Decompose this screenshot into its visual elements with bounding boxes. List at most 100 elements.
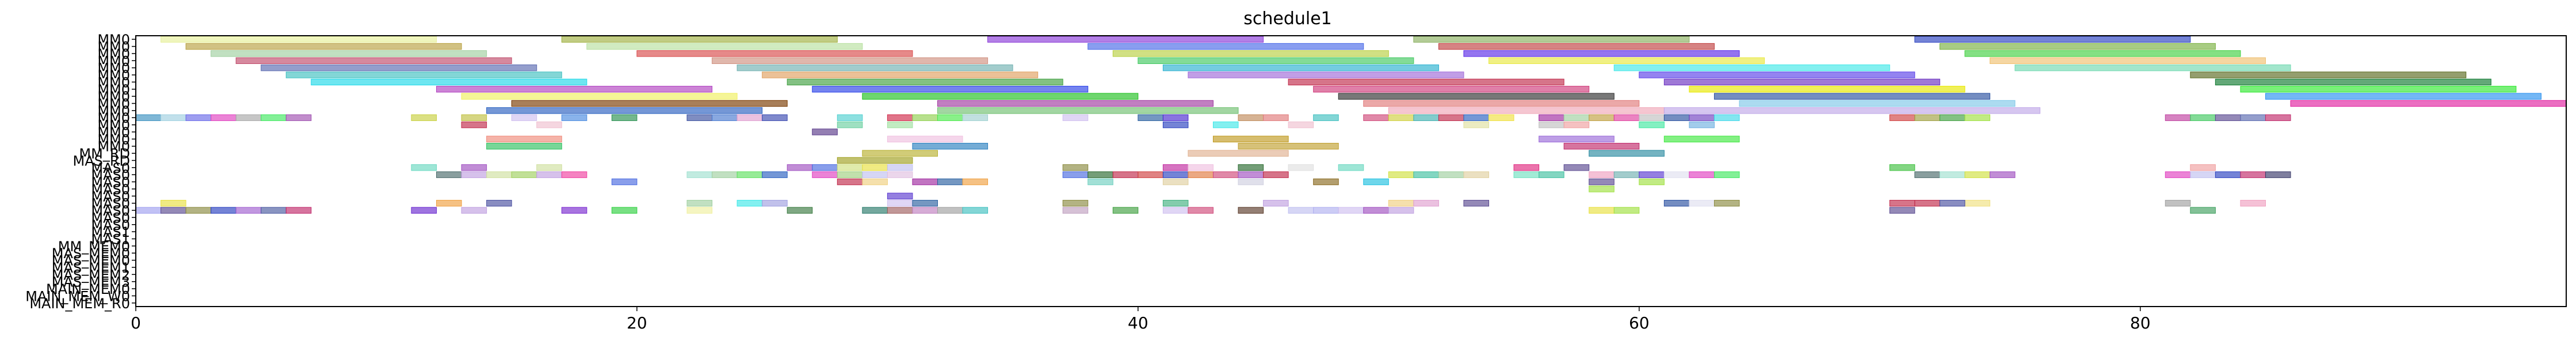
task-bar <box>762 171 788 178</box>
task-bar <box>1489 114 1514 121</box>
task-bar <box>887 164 913 171</box>
task-bar <box>1563 143 1640 150</box>
task-bar <box>1914 199 1940 207</box>
task-bar <box>2215 78 2491 86</box>
task-bar <box>1138 114 1163 121</box>
task-bar <box>1288 78 1564 86</box>
task-bar <box>1689 86 1966 93</box>
task-bar <box>1438 171 1464 178</box>
task-bar <box>1162 164 1189 171</box>
task-bar <box>1589 178 1615 186</box>
task-bar <box>1889 199 1915 207</box>
task-bar <box>686 114 713 121</box>
task-bar <box>686 199 713 207</box>
task-bar <box>461 121 487 128</box>
y-tick-label: MAS_MEM2 <box>52 267 130 283</box>
y-tick-label: MAS1 <box>91 232 130 248</box>
task-bar <box>686 171 713 178</box>
task-bar <box>937 100 1213 107</box>
task-bar <box>561 36 838 43</box>
task-bar <box>1639 114 1665 121</box>
task-bar <box>812 171 838 178</box>
task-bar <box>461 93 738 100</box>
task-bar <box>837 121 863 128</box>
task-bar <box>1513 171 1540 178</box>
y-tick-label: MAIN_MEM0 <box>46 281 130 297</box>
task-bar <box>787 207 813 214</box>
x-axis: 0 20 40 60 80 <box>131 307 2151 332</box>
task-bar <box>837 157 913 164</box>
plot-frame <box>135 35 2567 307</box>
task-bar <box>1964 171 1990 178</box>
task-bar <box>1313 114 1339 121</box>
task-bar <box>211 114 236 121</box>
y-tick-label: MM_MEM0 <box>58 239 130 255</box>
task-bar <box>1463 121 1490 128</box>
task-bar <box>1263 114 1289 121</box>
task-bar <box>1463 199 1490 207</box>
x-tick-label: 40 <box>1128 313 1148 332</box>
task-bar <box>135 114 162 121</box>
task-bar <box>1062 207 1089 214</box>
task-bar <box>1989 57 2266 64</box>
task-bar <box>161 199 186 207</box>
task-bar <box>1062 164 1089 171</box>
task-bar <box>1138 171 1163 178</box>
y-tick-label: MAS0 <box>91 188 130 205</box>
task-bar <box>1238 178 1264 186</box>
task-bar <box>185 207 212 214</box>
task-bar <box>1112 171 1139 178</box>
task-bar <box>1288 207 1314 214</box>
task-bar <box>862 93 1139 100</box>
y-tick-label: MAIN_MEM_W0 <box>25 288 130 304</box>
task-bar <box>1939 114 1966 121</box>
task-bar <box>887 135 963 143</box>
task-bar <box>1212 135 1289 143</box>
task-bar <box>2290 100 2567 107</box>
task-bar <box>261 114 287 121</box>
task-bar <box>436 171 462 178</box>
x-tick-label: 60 <box>1629 313 1650 332</box>
y-tick-label: MAS_MEM3 <box>52 274 130 290</box>
task-bar <box>1062 171 1089 178</box>
task-bar <box>736 171 763 178</box>
task-bar <box>1989 171 2016 178</box>
task-bar <box>2190 164 2216 171</box>
task-bar <box>261 64 537 71</box>
y-tick-label: MAS0 <box>91 160 130 176</box>
task-bar <box>436 199 462 207</box>
task-bar <box>1363 178 1389 186</box>
task-bar <box>1914 114 1940 121</box>
task-bar <box>2265 171 2291 178</box>
y-tick-label: MAS0 <box>91 167 130 183</box>
task-bar <box>1539 135 1615 143</box>
y-tick-label: MAIN_MEM_R0 <box>29 296 130 312</box>
task-bar <box>1162 178 1189 186</box>
task-bar <box>636 50 913 57</box>
task-bar <box>812 164 838 171</box>
task-bar <box>1188 150 1289 157</box>
task-bar <box>511 171 537 178</box>
task-bar <box>962 207 989 214</box>
task-bar <box>837 178 863 186</box>
y-tick-label: MM0 <box>97 53 130 69</box>
task-bar <box>1388 171 1414 178</box>
task-bar <box>887 207 913 214</box>
task-bar <box>185 114 212 121</box>
task-bar <box>1162 207 1189 214</box>
task-bar <box>561 207 587 214</box>
task-bar <box>1288 121 1314 128</box>
task-bar <box>1713 199 1740 207</box>
task-bar <box>1489 57 1765 64</box>
task-bar <box>611 207 638 214</box>
task-bar <box>486 171 512 178</box>
task-bar <box>486 143 562 150</box>
task-bar <box>161 36 437 43</box>
task-bar <box>561 171 587 178</box>
task-bar <box>887 121 913 128</box>
task-bar <box>1263 199 1289 207</box>
task-bar <box>1639 71 1915 78</box>
task-bar <box>1713 114 1740 121</box>
task-bar <box>937 178 963 186</box>
